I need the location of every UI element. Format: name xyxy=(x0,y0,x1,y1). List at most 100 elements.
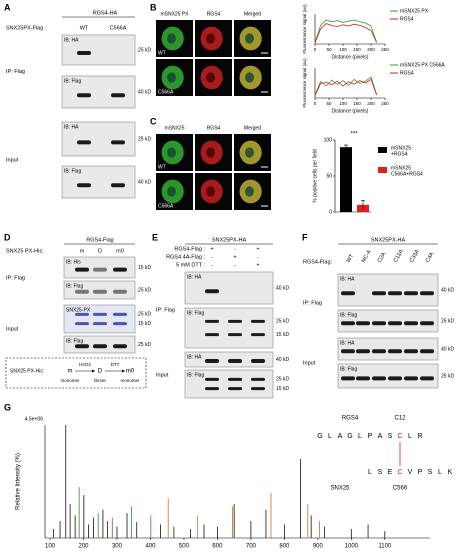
blot-header: RGS4-Flag xyxy=(86,237,114,243)
band xyxy=(205,319,219,323)
band xyxy=(93,322,107,326)
band xyxy=(228,359,242,363)
x-tick-label: 0 xyxy=(314,47,317,52)
blot xyxy=(61,165,136,199)
x-tick-label: 200 xyxy=(367,47,375,52)
lane-label: WT xyxy=(346,253,356,264)
band xyxy=(75,322,89,326)
condition-mark: - xyxy=(234,262,236,268)
condition-mark: - xyxy=(234,246,236,252)
band xyxy=(111,140,125,145)
band xyxy=(341,349,355,354)
panel-label: B xyxy=(150,2,157,12)
x-tick-label: 400 xyxy=(145,544,156,550)
y-axis-label: Fluorescence signal (au) xyxy=(302,4,307,54)
column-label: Merged xyxy=(244,11,261,17)
condition-mark: + xyxy=(233,254,236,260)
row-label: SNX25 PX-His: xyxy=(6,248,44,254)
kd-label: 25 kD xyxy=(138,287,151,293)
nucleus xyxy=(245,72,254,83)
x-tick-label: 50 xyxy=(326,47,332,52)
lane-label: C2A xyxy=(377,251,388,264)
kd-label: 40 kD xyxy=(441,346,454,352)
residue: L xyxy=(368,469,372,476)
band xyxy=(228,387,242,391)
legend-label: mSNX25 PX xyxy=(400,8,429,14)
band xyxy=(205,333,219,337)
blot xyxy=(337,337,439,361)
band xyxy=(93,344,107,349)
nucleus xyxy=(206,147,215,158)
band xyxy=(251,387,265,391)
residue: G xyxy=(347,433,352,440)
panel-label: F xyxy=(302,232,308,242)
band xyxy=(251,319,265,323)
blot xyxy=(63,256,136,279)
band xyxy=(113,322,127,326)
site-label: C566 xyxy=(393,486,408,492)
nucleus xyxy=(167,147,176,158)
arrow-head xyxy=(122,369,125,373)
group-label: Input xyxy=(303,360,316,366)
band xyxy=(356,376,370,381)
panel-label: A xyxy=(4,2,11,12)
x-tick-label: 300 xyxy=(112,544,123,550)
condition-label: RGS4 4A-Flag : xyxy=(166,254,205,260)
group-label: Input xyxy=(6,326,19,332)
band xyxy=(251,333,265,337)
kd-label: 40 kD xyxy=(276,285,289,291)
band xyxy=(205,377,219,381)
band xyxy=(228,377,242,381)
blot-label: IB: Flag xyxy=(64,78,81,84)
group-label: IP: Flag xyxy=(303,300,322,306)
x-tick-label: 50 xyxy=(326,101,332,106)
band xyxy=(77,93,91,98)
band xyxy=(404,349,418,354)
x-tick-label: 1000 xyxy=(345,544,359,550)
band xyxy=(228,319,242,323)
blot-label: IB: Flag xyxy=(66,283,83,289)
band xyxy=(205,289,219,294)
nucleus xyxy=(245,186,254,197)
blot xyxy=(337,309,439,333)
scale-label: 4.5e+06 xyxy=(25,416,43,422)
peptide-name: SNX25 xyxy=(330,486,350,492)
profile-line xyxy=(314,76,377,96)
kd-label: 40 kD xyxy=(138,179,151,185)
label: SNX25 PX-His: xyxy=(10,368,44,374)
x-tick-label: 1100 xyxy=(378,544,392,550)
x-tick-label: 100 xyxy=(45,544,56,550)
arrow-head xyxy=(92,369,95,373)
band xyxy=(404,321,418,326)
panel-label: G xyxy=(4,402,11,412)
legend-label: RGS4 xyxy=(400,16,414,22)
x-tick-label: 150 xyxy=(353,101,361,106)
profile-line xyxy=(314,19,377,43)
blot xyxy=(337,363,439,389)
residue: P xyxy=(418,469,423,476)
blot-label: IB: Flag xyxy=(187,310,204,316)
residue: S xyxy=(388,433,393,440)
band xyxy=(372,349,386,354)
nucleus xyxy=(206,186,215,197)
nucleus xyxy=(206,72,215,83)
legend-label: +RGS4 xyxy=(391,151,408,157)
band xyxy=(420,349,434,354)
condition-label: 5 mM DTT : xyxy=(176,262,205,268)
group-label: IP: Flag xyxy=(6,275,25,281)
label: m0 xyxy=(126,369,135,375)
band xyxy=(77,140,91,145)
residue: E xyxy=(388,469,393,476)
blot-label: IB: HA xyxy=(187,354,202,360)
residue: L xyxy=(438,469,442,476)
kd-label: 15 kD xyxy=(138,321,151,327)
band xyxy=(77,51,91,55)
legend-label: C566A+RGS4 xyxy=(391,171,423,177)
band xyxy=(372,291,386,296)
residue: A xyxy=(378,433,383,440)
residue: L xyxy=(328,433,332,440)
y-axis-label: Relative Intensity (%) xyxy=(16,453,22,510)
band xyxy=(205,387,219,391)
kd-label: 25 kD xyxy=(138,136,151,142)
blot-header: SNX25PX-HA xyxy=(212,237,247,243)
